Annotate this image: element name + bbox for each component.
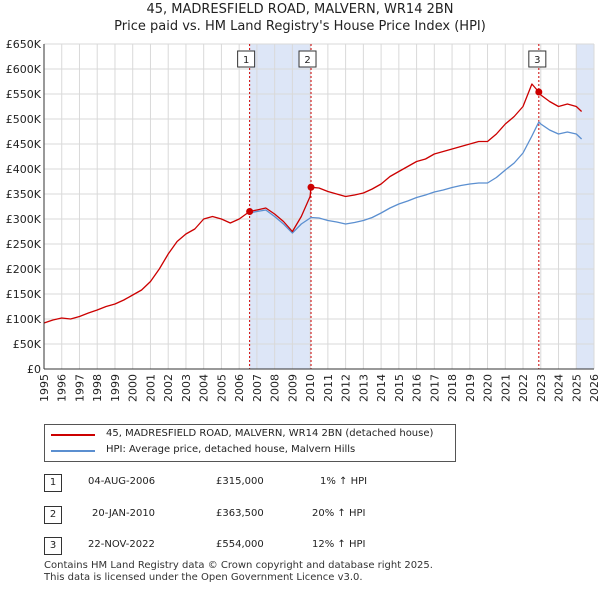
sale-label: 2 xyxy=(304,55,310,66)
y-tick-label: £600K xyxy=(6,63,42,76)
price-chart: 1 2 3 £0 £50K £100K £150K £200K £250K £300K £350K £… xyxy=(6,38,600,402)
x-tick-label: 2011 xyxy=(322,374,335,402)
sale-badge: 3 xyxy=(44,537,62,555)
sale-label-box xyxy=(528,50,547,68)
y-tick-label: £400K xyxy=(6,163,42,176)
y-tick-label: £650K xyxy=(6,38,42,51)
x-tick-label: 2024 xyxy=(553,374,566,402)
x-tick-label: 2015 xyxy=(393,374,406,402)
x-tick-label: 2016 xyxy=(411,374,424,402)
sale-badge: 2 xyxy=(44,506,62,524)
legend-swatch-hpi xyxy=(51,450,95,452)
x-tick-label: 2021 xyxy=(499,374,512,402)
sale-label: 3 xyxy=(534,55,540,66)
x-tick-label: 1995 xyxy=(38,374,51,402)
x-tick-label: 2023 xyxy=(535,374,548,402)
footer-licence: This data is licensed under the Open Gov… xyxy=(44,572,363,583)
y-tick-label: £550K xyxy=(6,88,42,101)
x-tick-label: 1999 xyxy=(109,374,122,402)
x-tick-label: 2020 xyxy=(482,374,495,402)
sale-point xyxy=(535,88,543,96)
x-tick-label: 2013 xyxy=(357,374,370,402)
sale-price: £315,000 xyxy=(216,476,264,487)
x-tick-label: 2004 xyxy=(198,374,211,402)
y-tick-label: £350K xyxy=(6,188,42,201)
x-tick-label: 2006 xyxy=(233,374,246,402)
sale-point xyxy=(246,208,254,215)
x-tick-label: 2025 xyxy=(570,374,583,402)
x-tick-label: 2001 xyxy=(144,374,157,402)
sale-hpi-change: 20% ↑ HPI xyxy=(312,508,366,519)
y-tick-label: £50K xyxy=(13,338,42,351)
x-tick-label: 2018 xyxy=(446,374,459,402)
y-tick-label: £450K xyxy=(6,138,42,151)
sale-label-box xyxy=(237,50,256,68)
x-tick-label: 1998 xyxy=(91,374,104,402)
footer-copyright: Contains HM Land Registry data © Crown c… xyxy=(44,560,433,571)
legend-label-property: 45, MADRESFIELD ROAD, MALVERN, WR14 2BN … xyxy=(106,428,434,439)
shaded-range xyxy=(249,44,312,369)
series-line xyxy=(249,121,583,234)
x-tick-label: 2003 xyxy=(180,374,193,402)
series-line xyxy=(43,83,583,324)
x-tick-label: 2026 xyxy=(588,374,600,402)
x-tick-label: 2010 xyxy=(304,374,317,402)
sale-label: 1 xyxy=(243,55,249,66)
x-tick-label: 2007 xyxy=(251,374,264,402)
x-tick-label: 2000 xyxy=(127,374,140,402)
sale-badge: 1 xyxy=(44,474,62,492)
sale-price: £363,500 xyxy=(216,508,264,519)
y-tick-label: £200K xyxy=(6,263,42,276)
x-tick-label: 2012 xyxy=(340,374,353,402)
sale-price: £554,000 xyxy=(216,539,264,550)
y-tick-label: £0 xyxy=(27,363,41,376)
legend: 45, MADRESFIELD ROAD, MALVERN, WR14 2BN … xyxy=(44,424,456,462)
x-tick-label: 2014 xyxy=(375,374,388,402)
y-tick-label: £500K xyxy=(6,113,42,126)
sale-label-box xyxy=(298,50,317,68)
legend-label-hpi: HPI: Average price, detached house, Malv… xyxy=(106,444,356,455)
x-tick-label: 2022 xyxy=(517,374,530,402)
x-tick-label: 2002 xyxy=(162,374,175,402)
x-tick-label: 1997 xyxy=(73,374,86,402)
chart-subtitle: Price paid vs. HM Land Registry's House … xyxy=(114,19,486,34)
x-tick-label: 2019 xyxy=(464,374,477,402)
x-tick-label: 2017 xyxy=(428,374,441,402)
y-tick-label: £100K xyxy=(6,313,42,326)
x-tick-label: 2009 xyxy=(286,374,299,402)
y-tick-label: £250K xyxy=(6,238,42,251)
sale-hpi-change: 1% ↑ HPI xyxy=(320,476,368,487)
sale-date: 20-JAN-2010 xyxy=(92,508,156,519)
x-tick-label: 1996 xyxy=(56,374,69,402)
legend-swatch-property xyxy=(51,434,95,436)
chart-title: 45, MADRESFIELD ROAD, MALVERN, WR14 2BN xyxy=(146,2,454,17)
sale-date: 04-AUG-2006 xyxy=(88,476,156,487)
x-tick-label: 2005 xyxy=(215,374,228,402)
x-tick-label: 2008 xyxy=(269,374,282,402)
y-tick-label: £150K xyxy=(6,288,42,301)
sale-point xyxy=(307,183,315,191)
y-tick-label: £300K xyxy=(6,213,42,226)
sale-date: 22-NOV-2022 xyxy=(88,539,155,550)
shaded-range xyxy=(576,44,594,369)
sale-hpi-change: 12% ↑ HPI xyxy=(312,539,366,550)
